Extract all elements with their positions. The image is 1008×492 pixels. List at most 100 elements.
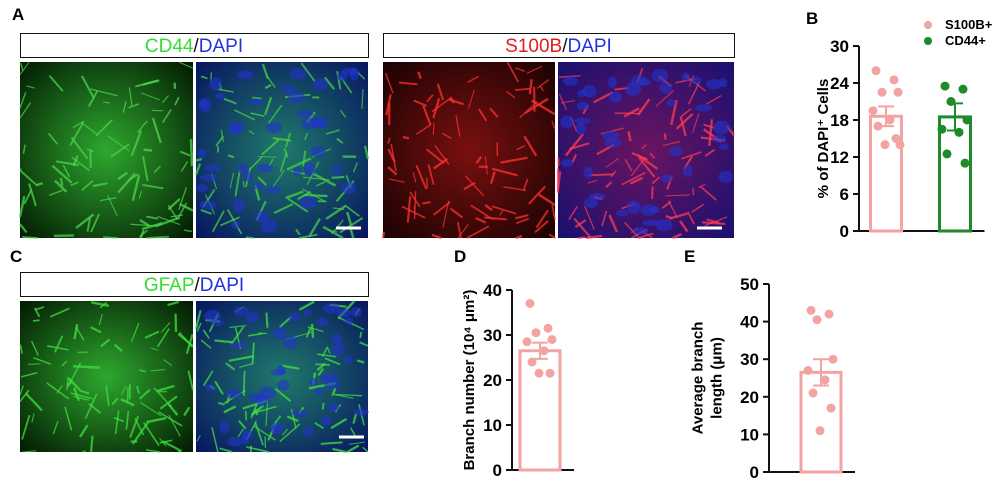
nucleus — [336, 71, 348, 82]
fiber — [122, 101, 127, 113]
fiber — [489, 107, 499, 118]
fiber — [90, 435, 94, 453]
panel-label: A — [12, 5, 24, 24]
fiber — [200, 75, 208, 80]
fiber — [322, 225, 344, 240]
fiber — [92, 182, 108, 188]
fiber — [605, 157, 620, 168]
fiber — [264, 96, 273, 116]
image-header — [20, 33, 369, 58]
fiber — [251, 342, 255, 365]
nucleus — [712, 134, 727, 143]
fiber — [661, 200, 672, 209]
y-tick-label: 0 — [493, 461, 502, 480]
fiber — [321, 402, 325, 410]
fiber — [72, 387, 80, 402]
fiber — [515, 234, 523, 240]
fiber — [61, 360, 68, 367]
fiber — [484, 156, 488, 175]
bar — [799, 370, 843, 474]
fiber — [629, 176, 644, 185]
nucleus — [256, 163, 274, 173]
nucleus — [293, 166, 302, 176]
nucleus — [249, 98, 264, 106]
fiber — [285, 190, 304, 200]
data-point — [873, 121, 883, 131]
y-tick-label: 12 — [830, 148, 849, 167]
fiber — [589, 173, 614, 177]
y-tick-label: 0 — [750, 463, 759, 482]
fiber — [455, 115, 461, 137]
fiber — [90, 88, 118, 97]
fiber — [167, 300, 180, 307]
nucleus — [271, 424, 285, 432]
fiber — [608, 214, 619, 233]
nucleus — [353, 408, 369, 416]
nucleus — [283, 335, 298, 350]
nucleus — [576, 101, 589, 111]
nucleus — [204, 164, 222, 172]
fiber — [297, 190, 312, 201]
data-point — [942, 149, 952, 159]
fiber — [103, 101, 111, 104]
fiber — [402, 135, 410, 140]
fiber — [139, 369, 146, 373]
fiber — [442, 200, 450, 228]
fiber — [179, 150, 191, 157]
fiber — [129, 415, 140, 438]
fiber — [300, 62, 316, 82]
fiber — [548, 233, 556, 239]
fiber — [105, 385, 110, 406]
fiber — [638, 232, 654, 239]
fiber — [99, 197, 117, 202]
y-tick-label: 20 — [740, 388, 759, 407]
fiber — [339, 109, 347, 118]
fiber — [669, 212, 688, 220]
fiber — [264, 83, 272, 90]
fiber — [91, 301, 110, 308]
fiber — [449, 207, 464, 219]
nucleus — [287, 91, 305, 103]
nucleus — [563, 76, 578, 86]
fiber — [344, 204, 360, 217]
fiber — [258, 155, 277, 158]
data-point — [525, 299, 535, 308]
data-point — [958, 84, 968, 94]
nucleus — [332, 342, 345, 357]
fiber — [346, 444, 360, 454]
fiber — [359, 331, 363, 339]
y-axis-label: length (μm) — [709, 337, 726, 419]
fiber — [641, 144, 647, 150]
fiber — [163, 359, 173, 366]
fiber — [279, 152, 288, 173]
nucleus — [341, 181, 357, 195]
fiber — [170, 214, 183, 218]
fiber — [139, 218, 150, 227]
fiber — [178, 331, 194, 348]
fiber — [98, 313, 103, 326]
data-point — [871, 66, 881, 76]
nucleus — [292, 409, 308, 417]
fiber — [225, 362, 236, 371]
nucleus — [196, 184, 209, 192]
fiber — [70, 136, 89, 160]
fiber — [214, 380, 224, 395]
fiber — [48, 75, 64, 92]
fiber — [417, 71, 422, 80]
fiber — [605, 181, 613, 189]
nucleus — [332, 164, 342, 175]
micrograph — [20, 62, 193, 238]
fiber — [339, 217, 364, 234]
fiber — [324, 357, 341, 366]
fiber — [484, 216, 507, 221]
fiber — [515, 87, 531, 91]
fiber — [265, 400, 269, 427]
fiber — [32, 319, 40, 322]
data-point — [880, 140, 890, 150]
nucleus — [240, 434, 250, 445]
fiber — [515, 214, 529, 220]
fiber — [146, 235, 170, 239]
nucleus — [288, 312, 301, 322]
fiber — [18, 195, 26, 218]
